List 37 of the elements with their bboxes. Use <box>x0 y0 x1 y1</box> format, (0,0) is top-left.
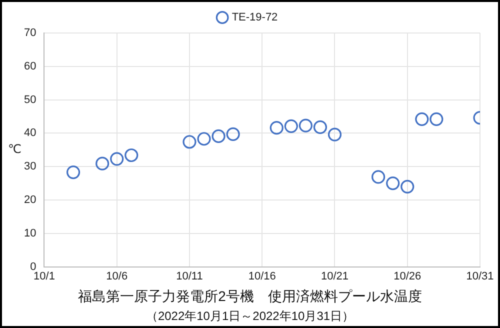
y-tick-label: 10 <box>24 227 36 240</box>
point <box>226 127 240 141</box>
x-tick-label: 10/26 <box>394 270 422 282</box>
point <box>270 121 284 135</box>
point <box>386 176 400 190</box>
y-tick-label: 30 <box>24 160 36 173</box>
text: （2022年10月1日～2022年10月31日） <box>144 308 356 325</box>
point <box>400 180 414 194</box>
point <box>110 152 124 166</box>
x-tick-label: 10/1 <box>34 270 55 282</box>
y-axis-title: ℃ <box>8 142 22 156</box>
point <box>430 112 444 126</box>
y-tick-label: 20 <box>24 194 36 206</box>
x-tick-label: 10/16 <box>248 270 276 282</box>
y-tick-label: 0 <box>30 260 36 273</box>
point <box>212 129 226 144</box>
x-tick-label: 10/6 <box>106 270 128 282</box>
point <box>328 128 342 142</box>
point <box>182 135 196 149</box>
legend-label: TE-19-72 <box>232 12 278 24</box>
point <box>298 118 312 132</box>
y-tick-label: 70 <box>24 27 36 40</box>
point <box>124 148 138 162</box>
x-tick-label: 10/11 <box>176 270 203 282</box>
point <box>197 132 211 146</box>
point <box>313 120 328 134</box>
text: 福島第一原子力発電所2号機 使用済燃料プール水温度 <box>77 288 423 306</box>
y-tick-label: 50 <box>24 94 36 106</box>
point <box>284 119 298 133</box>
point <box>415 112 429 126</box>
point <box>96 156 110 170</box>
x-tick-label: 10/21 <box>320 270 349 282</box>
x-tick-label: 10/31 <box>466 270 494 282</box>
point <box>66 165 80 180</box>
y-tick-label: 40 <box>24 127 36 140</box>
y-tick-label: 60 <box>24 60 36 72</box>
point <box>372 170 386 184</box>
